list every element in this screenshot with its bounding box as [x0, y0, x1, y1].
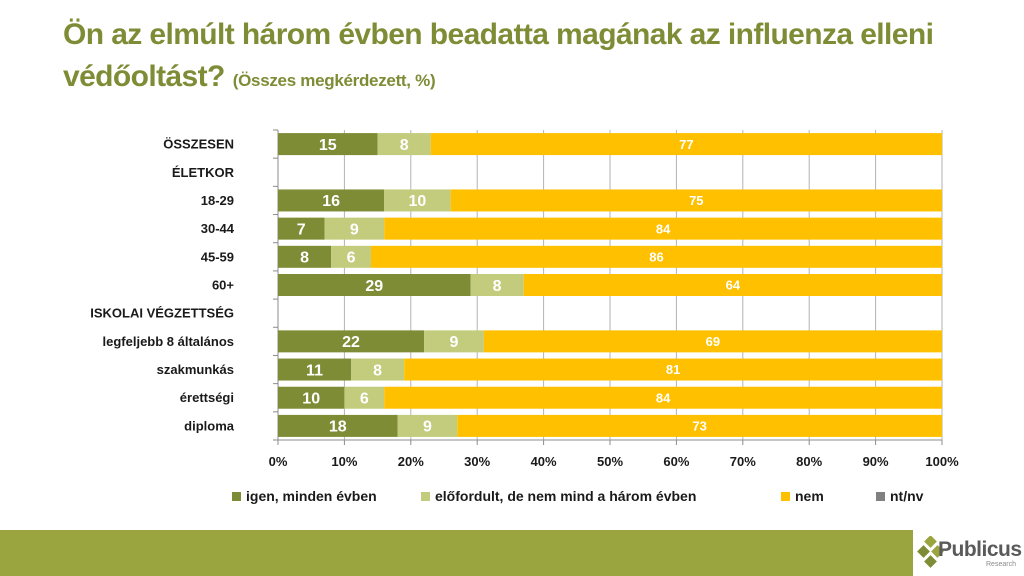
bar-segment [278, 274, 471, 296]
bar-segment [483, 330, 942, 353]
x-tick-label: 60% [663, 454, 689, 469]
bar-segment [377, 133, 431, 156]
logo-diamond-icon [917, 536, 944, 568]
data-label: 8 [373, 362, 382, 379]
data-label: 16 [322, 193, 340, 210]
legend-swatch-igen [232, 491, 241, 501]
category-label: ÉLETKOR [172, 165, 235, 180]
bar-segment [397, 414, 458, 437]
bar-segment [278, 245, 332, 268]
data-label: 6 [360, 390, 369, 407]
category-label: 60+ [212, 278, 234, 293]
x-tick-label: 0% [269, 454, 288, 469]
legend-label-igen: igen, minden évben [246, 488, 377, 504]
data-label: 29 [365, 278, 383, 295]
bar-segment [278, 330, 425, 353]
category-label: érettségi [180, 390, 234, 405]
data-label: 18 [329, 419, 347, 436]
legend-label-nem: nem [795, 488, 824, 504]
data-label: 84 [656, 221, 671, 236]
bar-segment [370, 245, 943, 268]
logo-text: Publicus [938, 538, 1022, 561]
bar-segment [384, 217, 942, 240]
x-tick-label: 40% [531, 454, 557, 469]
chart-legend: igen, minden évben előfordult, de nem mi… [0, 488, 1024, 508]
bar-segment [351, 358, 405, 381]
x-tick-label: 70% [730, 454, 756, 469]
bar-segment [278, 217, 325, 240]
category-label: legfeljebb 8 általános [103, 334, 235, 349]
legend-swatch-ntnv [876, 491, 885, 501]
data-label: 69 [706, 334, 720, 349]
bar-segment [450, 189, 942, 212]
data-label: 15 [319, 137, 337, 154]
bar-segment [344, 386, 385, 409]
legend-item-ntnv: nt/nv [876, 488, 923, 504]
bar-segment [523, 274, 942, 296]
data-label: 8 [300, 250, 309, 267]
legend-label-elofordult: előfordult, de nem mind a három évben [435, 488, 697, 504]
data-label: 7 [297, 221, 306, 238]
data-label: 9 [350, 221, 359, 238]
data-label: 11 [306, 362, 323, 379]
legend-swatch-elofordult [421, 491, 430, 501]
publicus-logo [915, 530, 1024, 576]
data-label: 10 [409, 193, 427, 210]
legend-item-nem: nem [781, 488, 824, 504]
legend-item-elofordult: előfordult, de nem mind a három évben [421, 488, 696, 504]
x-tick-label: 80% [796, 454, 822, 469]
data-label: 22 [342, 334, 360, 351]
bar-segment [278, 386, 345, 409]
data-label: 9 [423, 419, 432, 436]
data-label: 77 [679, 137, 693, 152]
bar-segment [278, 189, 385, 212]
x-tick-label: 20% [398, 454, 424, 469]
bar-segment [424, 330, 484, 353]
data-label: 75 [689, 193, 703, 208]
slide-title: Ön az elmúlt három évben beadatta magána… [63, 14, 1013, 102]
x-tick-label: 90% [863, 454, 889, 469]
legend-label-ntnv: nt/nv [890, 488, 924, 504]
data-label: 84 [656, 390, 671, 405]
x-tick-label: 50% [597, 454, 623, 469]
category-label: ISKOLAI VÉGZETTSÉG [90, 306, 234, 321]
x-tick-label: 30% [464, 454, 490, 469]
data-label: 81 [666, 362, 680, 377]
x-tick-label: 10% [331, 454, 357, 469]
data-label: 10 [302, 390, 320, 407]
data-label: 64 [726, 278, 741, 293]
bar-segment [404, 358, 942, 381]
x-tick-label: 100% [925, 454, 959, 469]
category-label: diploma [184, 418, 235, 433]
logo-subtext: Research [986, 561, 1016, 568]
category-label: 45-59 [201, 249, 234, 264]
category-label: ÖSSZESEN [163, 137, 234, 152]
bar-segment [324, 217, 385, 240]
category-label: szakmunkás [157, 362, 234, 377]
bar-segment [278, 358, 352, 381]
data-label: 8 [493, 278, 502, 295]
data-label: 86 [649, 249, 663, 264]
data-label: 6 [347, 250, 356, 267]
bar-segment [278, 414, 398, 437]
bar-segment [331, 245, 371, 268]
data-label: 8 [400, 137, 409, 154]
stacked-bar-chart: 0% 10% 20% 30% 40% 50% 60% 70% 80% 90% 100% ÖSSZESE… [90, 129, 959, 469]
bar-segment [470, 274, 524, 296]
legend-swatch-nem [781, 491, 790, 501]
bar-segment [384, 189, 451, 212]
footer-bar [0, 530, 913, 576]
bar-segment [278, 133, 378, 156]
bar-segment [384, 386, 942, 409]
title-main: Ön az elmúlt három évben beadatta magána… [63, 18, 934, 93]
category-label: 18-29 [201, 193, 234, 208]
bar-segment [430, 133, 942, 156]
data-label: 9 [450, 334, 459, 351]
title-subtitle: (Összes megkérdezett, %) [232, 71, 436, 90]
data-label: 73 [692, 419, 706, 434]
bar-segment [457, 414, 942, 437]
legend-item-igen: igen, minden évben [232, 488, 377, 504]
category-label: 30-44 [201, 221, 235, 236]
